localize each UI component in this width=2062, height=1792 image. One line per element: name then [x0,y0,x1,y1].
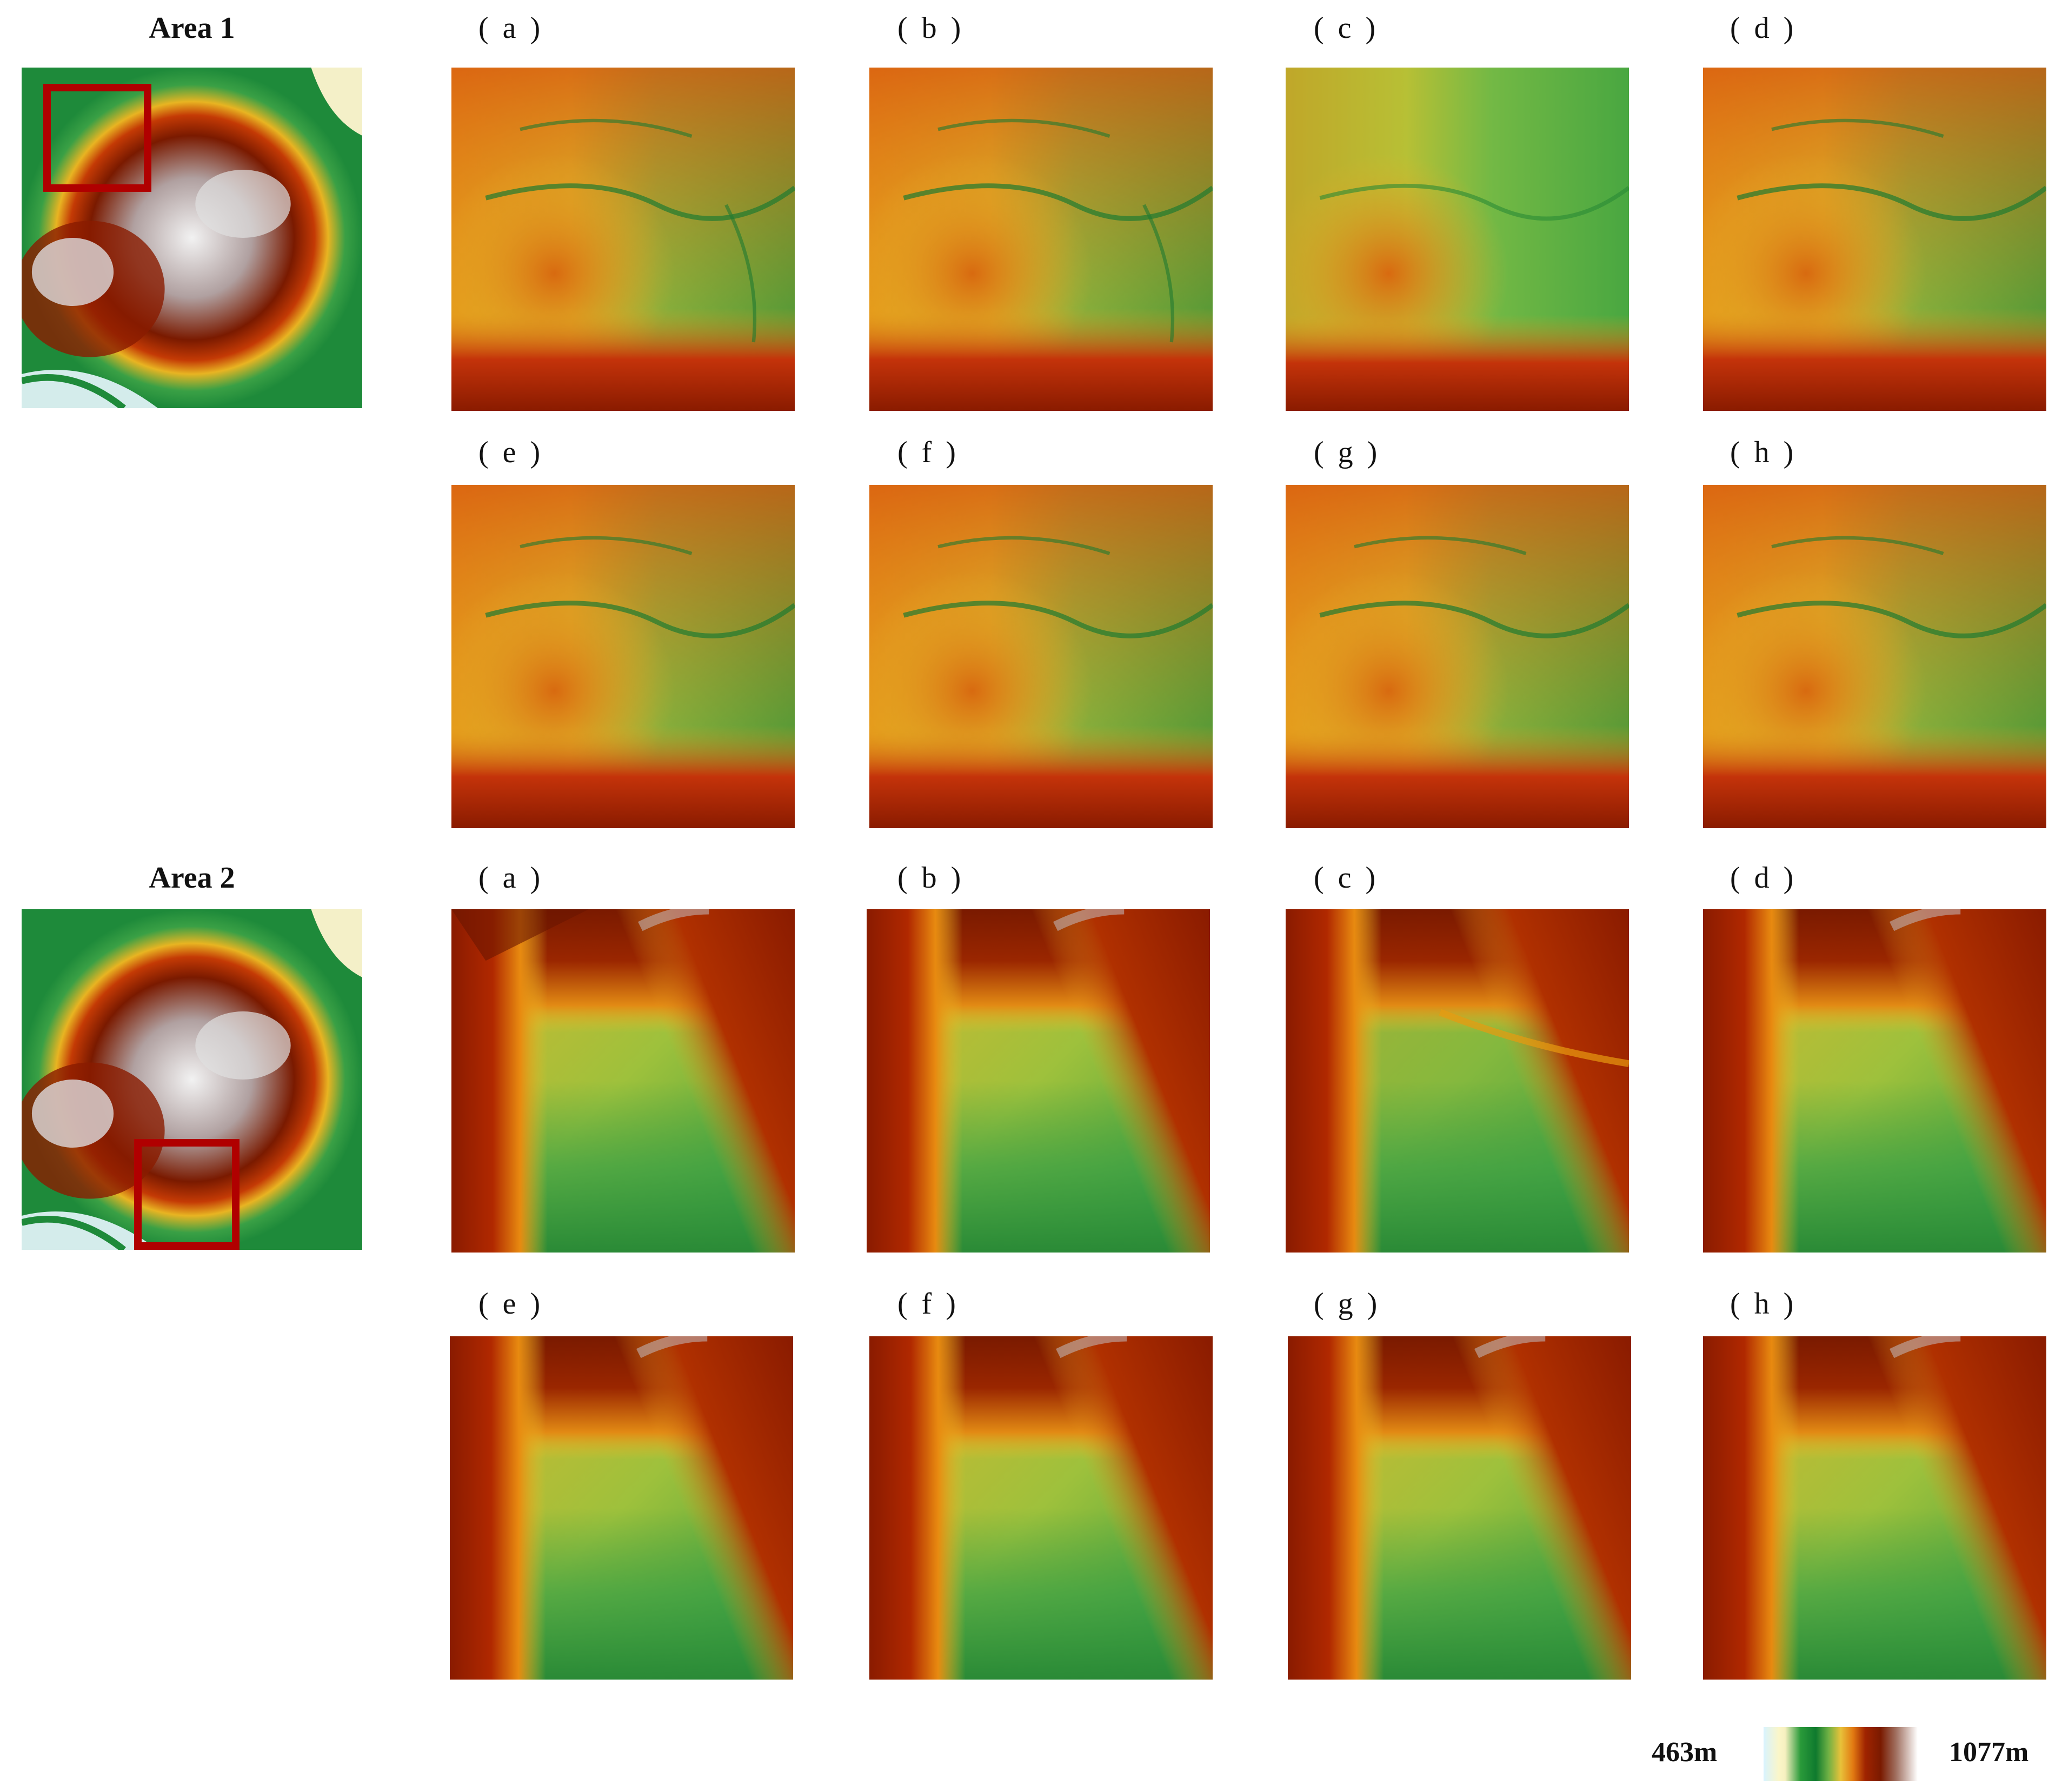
area-2-label-e: ( e ) [478,1287,544,1321]
area-2-tile-d [1703,909,2046,1253]
area-2-label-d: ( d ) [1730,861,1797,895]
area-2-overview-map [22,909,362,1250]
area-1-tile-b [869,68,1213,411]
area-2-label-a: ( a ) [478,861,544,895]
area-1-highlight-box [43,84,151,192]
area-2-label-g: ( g ) [1314,1287,1381,1321]
area-2-tile-e [450,1336,793,1680]
area-2-tile-a [451,909,795,1253]
area-1-label-c: ( c ) [1314,11,1379,45]
area-2-label-b: ( b ) [897,861,965,895]
area-1-label-a: ( a ) [478,11,544,45]
area-1-title: Area 1 [149,11,235,45]
area-2-label-c: ( c ) [1314,861,1379,895]
area-2-title: Area 2 [149,861,235,895]
area-1-tile-a [451,68,795,411]
area-1-label-d: ( d ) [1730,11,1797,45]
area-1-tile-f [869,485,1213,828]
area-1-label-b: ( b ) [897,11,965,45]
area-1-label-f: ( f ) [897,436,959,469]
area-2-label-h: ( h ) [1730,1287,1797,1321]
area-1-label-g: ( g ) [1314,436,1381,469]
area-2-tile-g [1288,1336,1631,1680]
area-1-tile-h [1703,485,2046,828]
area-1-label-e: ( e ) [478,436,544,469]
legend-max-label: 1077m [1949,1737,2029,1768]
area-2-tile-c [1286,909,1629,1253]
area-1-overview-map [22,68,362,408]
area-1-tile-c [1286,68,1629,411]
area-2-tile-h [1703,1336,2046,1680]
area-2-tile-f [869,1336,1213,1680]
area-1-tile-g [1286,485,1629,828]
elevation-color-ramp [1764,1727,1918,1781]
area-1-label-h: ( h ) [1730,436,1797,469]
area-2-label-f: ( f ) [897,1287,959,1321]
area-1-tile-e [451,485,795,828]
area-1-tile-d [1703,68,2046,411]
legend-min-label: 463m [1652,1737,1718,1768]
area-2-highlight-box [134,1139,240,1250]
area-2-tile-b [867,909,1210,1253]
